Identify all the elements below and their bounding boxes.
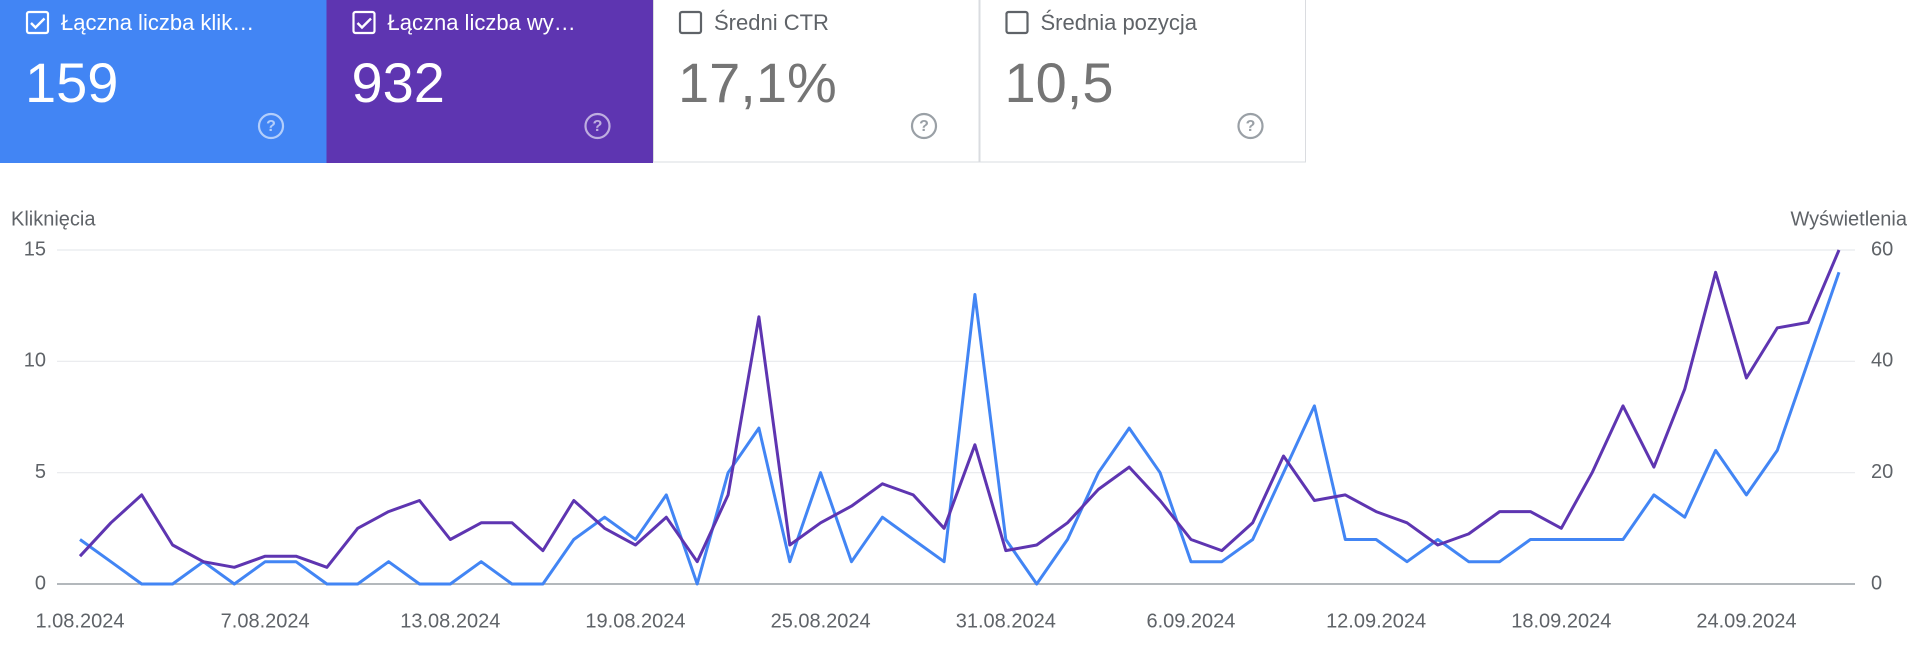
y2-tick-label: 40 (1871, 350, 1893, 372)
y2-tick-label: 60 (1871, 238, 1893, 260)
x-tick-label: 18.09.2024 (1511, 610, 1611, 632)
card-bg (653, 0, 980, 163)
checkbox[interactable] (25, 10, 50, 35)
help-icon[interactable] (910, 112, 938, 140)
y2-axis-title: Wyświetlenia (1790, 208, 1907, 230)
help-icon-q: ? (919, 118, 929, 135)
metric-value: 17,1% (678, 51, 837, 114)
metric-card[interactable]: Średni CTR 17,1%? (653, 0, 980, 163)
metric-card[interactable]: Łączna liczba wy… 932? (326, 0, 654, 163)
y-tick-label: 5 (35, 461, 46, 483)
series-line (79, 271, 1841, 586)
card-bg (979, 0, 1306, 163)
checkmark (356, 17, 372, 30)
series-line (78, 249, 1841, 569)
checkmark (30, 17, 46, 30)
metric-value: 10,5 (1005, 51, 1114, 114)
metric-label: Średnia pozycja (1041, 10, 1198, 35)
help-icon[interactable] (257, 112, 285, 140)
x-tick-label: 24.09.2024 (1696, 610, 1796, 632)
metric-value: 159 (25, 51, 118, 114)
x-tick-label: 6.09.2024 (1146, 610, 1235, 632)
x-tick-label: 25.08.2024 (771, 610, 871, 632)
help-icon-q: ? (266, 118, 276, 135)
checkbox[interactable] (352, 10, 376, 35)
metric-label: Średni CTR (714, 10, 829, 35)
y-tick-label: 0 (35, 572, 46, 594)
metric-card[interactable]: Średnia pozycja 10,5? (979, 0, 1306, 163)
x-tick-label: 1.08.2024 (36, 610, 125, 632)
help-icon-q: ? (593, 118, 603, 135)
y2-tick-label: 0 (1871, 572, 1882, 594)
help-icon[interactable] (584, 112, 611, 140)
y-tick-label: 10 (24, 350, 46, 372)
metric-value: 932 (352, 51, 445, 114)
metric-label: Łączna liczba klik… (61, 10, 254, 35)
checkbox[interactable] (678, 10, 703, 35)
x-tick-label: 19.08.2024 (585, 610, 685, 632)
x-tick-label: 13.08.2024 (400, 610, 500, 632)
y-tick-label: 15 (24, 238, 46, 260)
metric-label: Łączna liczba wy… (388, 10, 576, 35)
x-tick-label: 31.08.2024 (956, 610, 1056, 632)
card-bg (326, 0, 653, 163)
help-icon-q: ? (1246, 118, 1256, 135)
y2-tick-label: 20 (1871, 461, 1893, 483)
x-tick-label: 7.08.2024 (221, 610, 310, 632)
metric-card[interactable]: Łączna liczba klik… 159? (0, 0, 327, 163)
y-axis-title: Kliknięcia (11, 208, 96, 230)
checkbox[interactable] (1005, 10, 1029, 35)
help-icon[interactable] (1237, 112, 1264, 140)
card-bg (0, 0, 327, 163)
x-tick-label: 12.09.2024 (1326, 610, 1426, 632)
